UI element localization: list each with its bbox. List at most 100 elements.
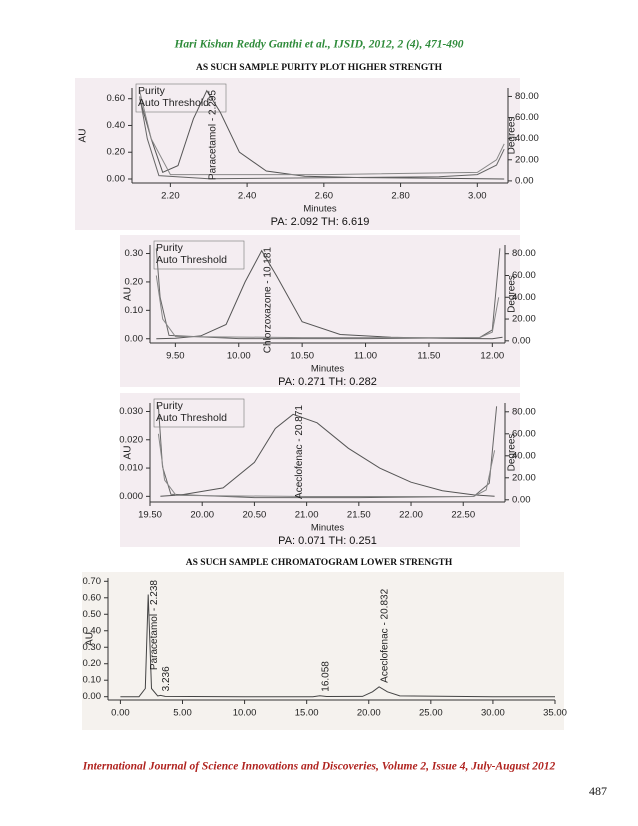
y-tick-label: 0.10 — [83, 675, 102, 686]
y2-tick-label: 0.00 — [512, 494, 531, 505]
chart-caption: PA: 0.271 TH: 0.282 — [278, 376, 377, 388]
y-tick-label: 0.60 — [107, 93, 126, 104]
x-tick-label: 5.00 — [173, 708, 192, 719]
x-tick-label: 2.20 — [161, 191, 180, 202]
y2-axis-label: Degrees — [507, 275, 518, 313]
chromatogram-curve — [160, 413, 495, 497]
y-tick-label: 0.00 — [125, 333, 144, 344]
y-tick-label: 0.010 — [119, 463, 143, 474]
peak-label: Aceclofenac - 20.832 — [380, 588, 391, 682]
legend-entry: Auto Threshold — [138, 97, 209, 109]
y-tick-label: 0.60 — [83, 592, 102, 603]
page-number: 487 — [589, 784, 607, 798]
peak-label: Paracetamol - 2.295 — [207, 90, 218, 180]
x-tick-label: 9.50 — [166, 351, 185, 362]
x-tick-label: 22.00 — [399, 510, 423, 521]
chart-background — [120, 235, 520, 387]
chart-background — [120, 393, 520, 547]
chart: 0.000 0.010 0.020 0.030 0.00 20.00 40.00 60.00 8… — [119, 393, 536, 547]
y2-tick-label: 60.00 — [512, 428, 536, 439]
x-tick-label: 35.00 — [543, 708, 567, 719]
legend-entry: Auto Threshold — [156, 254, 227, 266]
y2-tick-label: 20.00 — [512, 472, 536, 483]
y2-axis-label: Degrees — [507, 434, 518, 472]
purity-curve — [155, 248, 501, 340]
y-tick-label: 0.30 — [83, 642, 102, 653]
y2-tick-label: 40.00 — [512, 450, 536, 461]
y2-tick-label: 80.00 — [512, 248, 536, 259]
purity-curve — [157, 433, 496, 497]
peak-label: Paracetamol - 2.238 — [149, 580, 160, 670]
y-tick-label: 0.20 — [125, 276, 144, 287]
x-tick-label: 22.50 — [451, 510, 475, 521]
x-tick-label: 21.50 — [347, 510, 371, 521]
y-tick-label: 0.20 — [107, 147, 126, 158]
x-tick-label: 11.00 — [354, 351, 377, 362]
y2-tick-label: 80.00 — [515, 91, 539, 102]
y-tick-label: 0.50 — [83, 609, 102, 620]
y-tick-label: 0.30 — [125, 248, 144, 259]
peak-label: 16.058 — [320, 661, 331, 692]
y2-tick-label: 40.00 — [512, 292, 536, 303]
y-tick-label: 0.20 — [83, 658, 102, 669]
section-title: AS SUCH SAMPLE CHROMATOGRAM LOWER STRENG… — [186, 558, 453, 568]
purity-curve — [139, 91, 505, 176]
purity-curve — [155, 275, 500, 339]
y2-tick-label: 60.00 — [512, 270, 536, 281]
x-axis-label: Minutes — [311, 523, 345, 534]
chart-caption: PA: 2.092 TH: 6.619 — [271, 216, 370, 228]
purity-curve — [139, 96, 505, 180]
chromatogram-curve — [120, 594, 555, 698]
y2-tick-label: 80.00 — [512, 406, 536, 417]
y-tick-label: 0.000 — [119, 491, 143, 502]
x-axis-label: Minutes — [303, 204, 337, 215]
y2-tick-label: 0.00 — [515, 175, 534, 186]
section-title: AS SUCH SAMPLE PURITY PLOT HIGHER STRENG… — [196, 63, 443, 73]
running-footer: International Journal of Science Innovat… — [82, 761, 556, 773]
running-header: Hari Kishan Reddy Ganthi et al., IJSID, … — [173, 39, 463, 51]
y-tick-label: 0.00 — [107, 174, 126, 185]
y2-tick-label: 20.00 — [515, 154, 539, 165]
chart-background — [75, 78, 520, 230]
peak-label: 3.236 — [161, 666, 172, 691]
x-tick-label: 10.00 — [233, 708, 257, 719]
legend-frame — [153, 398, 245, 428]
chart: 0.00 0.10 0.20 0.30 0.40 0.50 0.60 0.70 0.00 5.00… — [82, 572, 567, 730]
x-tick-label: 0.00 — [111, 708, 130, 719]
x-tick-label: 2.80 — [391, 191, 410, 202]
legend-entry: Auto Threshold — [156, 412, 227, 424]
x-tick-label: 10.00 — [227, 351, 251, 362]
x-tick-label: 21.00 — [295, 510, 319, 521]
x-tick-label: 12.00 — [480, 351, 504, 362]
y-tick-label: 0.70 — [83, 576, 102, 587]
x-axis-label: Minutes — [311, 364, 345, 375]
x-tick-label: 20.00 — [190, 510, 214, 521]
chart: 0.00 0.10 0.20 0.30 0.00 20.00 40.00 60.00 80.00… — [120, 235, 536, 388]
y2-tick-label: 20.00 — [512, 314, 536, 325]
x-tick-label: 19.50 — [138, 510, 162, 521]
legend-frame — [135, 83, 227, 113]
x-tick-label: 25.00 — [419, 708, 443, 719]
legend-entry: Purity — [156, 400, 184, 412]
y-axis-label: AU — [78, 129, 89, 143]
y-tick-label: 0.020 — [119, 434, 143, 445]
legend-entry: Purity — [138, 85, 166, 97]
peak-label: Aceclofenac - 20.871 — [294, 405, 305, 499]
chart: 0.00 0.20 0.40 0.60 0.00 20.00 40.00 60.00 80.00… — [75, 78, 539, 230]
peak-label: Chlorzoxazone - 10.181 — [262, 247, 273, 354]
x-tick-label: 3.00 — [468, 191, 487, 202]
y-tick-label: 0.030 — [119, 406, 143, 417]
legend-frame — [153, 240, 245, 270]
y-tick-label: 0.00 — [83, 691, 102, 702]
y2-tick-label: 60.00 — [515, 112, 539, 123]
y-tick-label: 0.40 — [107, 120, 126, 131]
x-tick-label: 20.50 — [243, 510, 267, 521]
x-tick-label: 2.40 — [238, 191, 257, 202]
x-tick-label: 10.50 — [290, 351, 314, 362]
y-axis-label: AU — [123, 446, 134, 460]
y2-axis-label: Degrees — [507, 117, 518, 155]
x-tick-label: 15.00 — [295, 708, 319, 719]
legend-entry: Purity — [156, 242, 184, 254]
